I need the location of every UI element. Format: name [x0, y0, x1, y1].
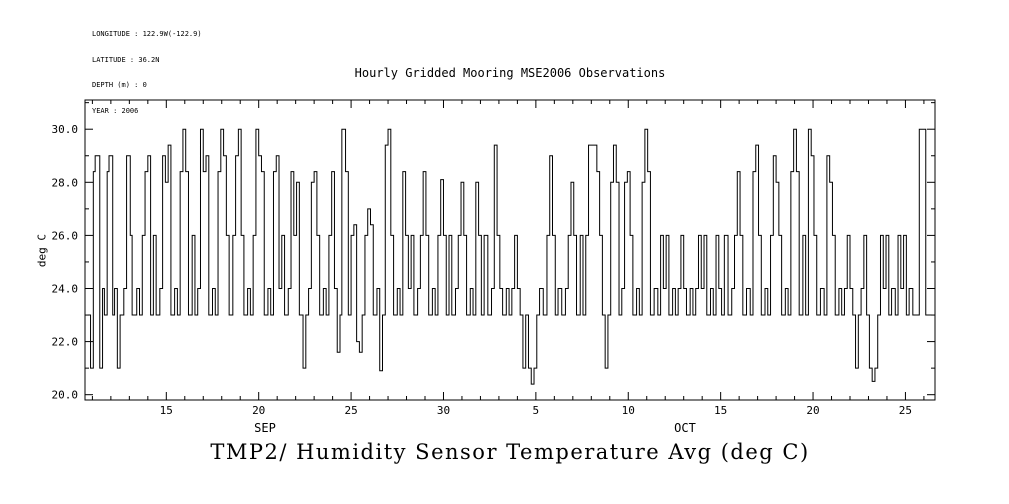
svg-text:SEP: SEP: [254, 421, 276, 435]
svg-text:26.0: 26.0: [52, 229, 79, 242]
meta-year: YEAR : 2006: [92, 106, 139, 115]
svg-text:OCT: OCT: [674, 421, 696, 435]
svg-text:20.0: 20.0: [52, 389, 79, 402]
meta-longitude: LONGITUDE : 122.9W(-122.9): [92, 30, 202, 38]
meta-depth: DEPTH (m) : 0: [92, 81, 147, 89]
svg-text:20: 20: [806, 404, 819, 417]
svg-text:24.0: 24.0: [52, 282, 79, 295]
svg-text:25: 25: [344, 404, 357, 417]
svg-text:15: 15: [714, 404, 727, 417]
svg-text:30.0: 30.0: [52, 123, 79, 136]
y-axis-label: deg C: [35, 233, 49, 268]
svg-text:10: 10: [622, 404, 635, 417]
svg-text:22.0: 22.0: [52, 336, 79, 349]
variable-title: TMP2/ Humidity Sensor Temperature Avg (d…: [210, 440, 810, 464]
chart-title: Hourly Gridded Mooring MSE2006 Observati…: [354, 66, 666, 80]
svg-text:5: 5: [533, 404, 540, 417]
metadata-block: LONGITUDE : 122.9W(-122.9) LATITUDE : 36…: [92, 13, 202, 132]
svg-text:25: 25: [899, 404, 912, 417]
meta-latitude: LATITUDE : 36.2N: [92, 55, 160, 64]
svg-text:20: 20: [252, 404, 265, 417]
svg-text:15: 15: [160, 404, 173, 417]
svg-text:28.0: 28.0: [52, 176, 79, 189]
svg-text:30: 30: [437, 404, 450, 417]
